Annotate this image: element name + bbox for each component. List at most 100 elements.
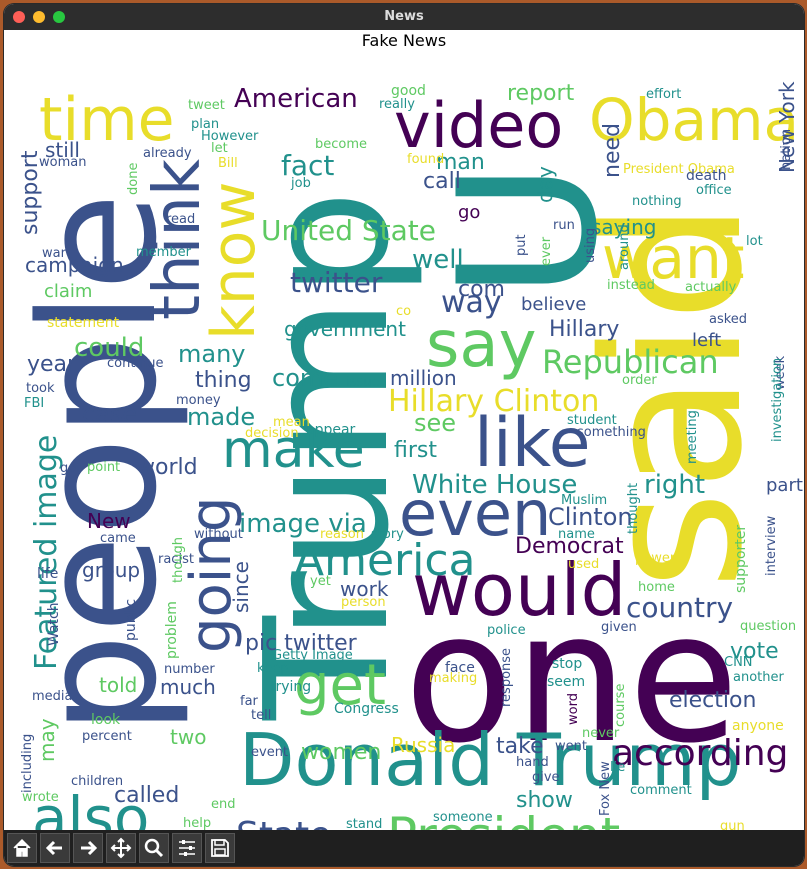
cloud-word: Russia [391,733,455,757]
cloud-word: issue [346,375,379,390]
cloud-word: know [199,181,269,340]
forward-arrow-icon [81,840,98,856]
cloud-word: Democrat [515,534,624,559]
cloud-word: percent [82,729,132,744]
cloud-word: made [187,403,255,431]
cloud-word: according [612,733,788,774]
cloud-word: government [284,317,406,341]
cloud-word: put [514,234,529,256]
cloud-word: day [533,166,557,203]
cloud-word: making [429,671,477,686]
cloud-word: reason [320,527,364,542]
cloud-word: public [123,599,139,641]
navigation-toolbar [4,830,804,866]
cloud-word: decision [245,426,299,441]
zoom-button[interactable] [139,833,169,863]
cloud-word: campaign [25,253,124,277]
cloud-word: anyone [732,718,784,734]
cloud-word: member [136,245,192,260]
cloud-word: instead [607,278,655,293]
cloud-word: give [532,770,560,785]
cloud-word: time [39,85,175,155]
cloud-word: said [563,201,784,590]
cloud-word: Republican [542,343,719,381]
cloud-word: even [399,477,551,550]
cloud-word: Watch [46,602,62,646]
pan-move-icon [110,837,132,859]
minimize-window-button[interactable] [33,11,45,23]
cloud-word: Hillary [549,317,619,342]
cloud-word: still [45,138,80,162]
cloud-word: New [87,509,131,533]
cloud-word: stop [552,656,582,672]
window-title: News [384,9,424,24]
forward-button[interactable] [73,833,103,863]
maximize-window-button[interactable] [53,11,65,23]
cloud-word: life [37,566,58,582]
save-icon [211,839,229,857]
cloud-word: number [164,662,215,677]
cloud-word: many [178,340,246,368]
cloud-word: want [602,224,744,292]
cloud-word: stand [346,817,382,830]
cloud-word: Hillary Clinton [388,384,599,419]
cloud-word: far [240,694,259,709]
cloud-word: well [412,245,464,275]
cloud-word: face [445,660,475,676]
cloud-word: pic twitter [245,631,358,656]
cloud-word: came [100,531,136,546]
cloud-word: end [211,797,236,812]
cloud-word: become [315,137,367,152]
home-button[interactable] [7,833,37,863]
cloud-word: week [773,355,788,390]
cloud-word: call [423,169,461,194]
cloud-word: police [487,623,526,638]
cloud-word: Featured image [29,435,64,670]
cloud-word: year [27,352,77,377]
cloud-word: took [26,381,55,396]
cloud-word: really [379,97,415,112]
cloud-word: event [251,745,288,760]
cloud-word: case [82,400,137,428]
back-arrow-icon [45,840,62,856]
cloud-word: mean [273,415,310,430]
cloud-word: student [567,413,617,428]
cloud-word: part [766,475,803,496]
cloud-word: see [414,409,456,437]
title-bar: News [4,4,804,30]
cloud-word: read [166,212,195,227]
cloud-word: trying [270,679,311,695]
cloud-word: wrote [22,790,59,805]
cloud-word: war [42,246,67,261]
cloud-word: power [635,551,676,566]
cloud-word: told [99,673,137,697]
cloud-word: image via [239,509,367,539]
cloud-word: Bill [218,156,238,171]
cloud-word: White House [412,470,577,500]
cloud-word: make [222,420,365,480]
cloud-word: statement [47,315,120,331]
cloud-word: media [32,689,73,704]
cloud-word: since [229,561,253,613]
cloud-word: order [622,373,657,388]
cloud-word: American [234,84,358,114]
cloud-word: country [626,591,733,624]
configure-subplots-button[interactable] [172,833,202,863]
cloud-word: children [71,774,123,789]
configure-subplots-icon [179,840,195,856]
cloud-word: job [290,176,311,191]
cloud-word: claim [44,281,92,302]
cloud-word: women [301,740,381,765]
save-button[interactable] [205,833,235,863]
cloud-word: racist [158,552,194,567]
cloud-word: U [418,161,639,300]
home-icon [13,838,31,857]
cloud-word: story [371,527,404,542]
cloud-word: Donald Trump [239,718,741,802]
pan-button[interactable] [106,833,136,863]
close-window-button[interactable] [13,11,25,23]
back-button[interactable] [40,833,70,863]
cloud-word: found [407,152,444,167]
cloud-word: two [170,725,206,749]
